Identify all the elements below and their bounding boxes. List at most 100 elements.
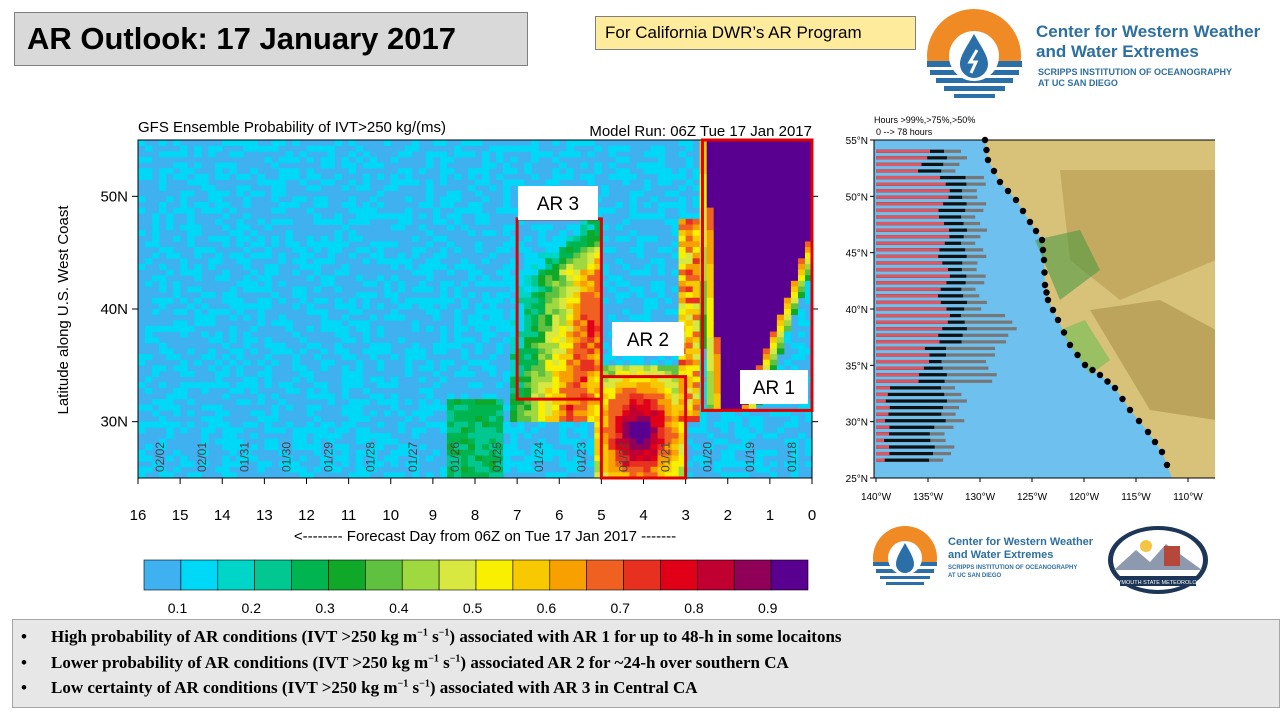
- heatmap-cell: [467, 461, 476, 468]
- heatmap-cell: [383, 258, 392, 265]
- heatmap-cell: [467, 449, 476, 456]
- bar-99: [876, 287, 941, 291]
- heatmap-cell: [496, 348, 504, 355]
- heatmap-cell: [734, 325, 743, 332]
- heatmap-cell: [194, 314, 202, 321]
- heatmap-cell: [475, 410, 483, 417]
- heatmap-cell: [524, 432, 532, 439]
- heatmap-cell: [545, 354, 553, 361]
- heatmap-cell: [425, 263, 434, 270]
- heatmap-cell: [208, 190, 216, 197]
- heatmap-cell: [804, 269, 813, 276]
- heatmap-cell: [475, 303, 483, 310]
- heatmap-cell: [783, 461, 792, 468]
- heatmap-cell: [552, 286, 560, 293]
- heatmap-cell: [776, 173, 785, 180]
- heatmap-cell: [222, 201, 230, 208]
- heatmap-cell: [320, 297, 328, 304]
- heatmap-cell: [797, 286, 806, 293]
- heatmap-cell: [531, 292, 539, 299]
- heatmap-cell: [692, 376, 701, 383]
- heatmap-cell: [545, 337, 553, 344]
- heatmap-cell: [531, 387, 539, 394]
- heatmap-cell: [482, 449, 490, 456]
- small-logo-line4: AT UC SAN DIEGO: [948, 573, 1002, 579]
- heatmap-cell: [166, 325, 174, 332]
- heatmap-cell: [327, 359, 335, 366]
- heatmap-cell: [250, 410, 258, 417]
- heatmap-cell: [404, 399, 413, 406]
- heatmap-cell: [713, 314, 722, 321]
- heatmap-cell: [517, 325, 525, 332]
- heatmap-cell: [699, 421, 708, 428]
- heatmap-cell: [531, 252, 539, 259]
- heatmap-cell: [664, 455, 672, 462]
- heatmap-cell: [734, 247, 743, 254]
- heatmap-cell: [390, 297, 399, 304]
- heatmap-cell: [706, 303, 715, 310]
- heatmap-cell: [222, 269, 230, 276]
- heatmap-cell: [404, 370, 413, 377]
- heatmap-cell: [734, 190, 743, 197]
- heatmap-cell: [453, 151, 462, 158]
- heatmap-cell: [797, 348, 806, 355]
- heatmap-cell: [446, 156, 455, 163]
- heatmap-cell: [467, 151, 476, 158]
- heatmap-cell: [790, 168, 799, 175]
- heatmap-cell: [755, 359, 764, 366]
- heatmap-cell: [678, 297, 687, 304]
- coast-point: [1049, 306, 1057, 314]
- heatmap-cell: [671, 190, 679, 197]
- heatmap-cell: [152, 252, 160, 259]
- heatmap-cell: [783, 241, 792, 248]
- heatmap-cell: [166, 247, 174, 254]
- heatmap-cell: [411, 342, 420, 349]
- bar-99: [876, 340, 940, 344]
- heatmap-cell: [453, 337, 462, 344]
- heatmap-cell: [215, 416, 223, 423]
- heatmap-cell: [804, 151, 813, 158]
- heatmap-cell: [489, 410, 497, 417]
- heatmap-cell: [748, 151, 757, 158]
- heatmap-cell: [425, 151, 434, 158]
- heatmap-cell: [615, 427, 623, 434]
- heatmap-cell: [545, 410, 553, 417]
- heatmap-cell: [285, 348, 293, 355]
- heatmap-cell: [369, 410, 378, 417]
- heatmap-cell: [362, 162, 371, 169]
- heatmap-cell: [587, 263, 595, 270]
- heatmap-cell: [418, 168, 427, 175]
- heatmap-cell: [601, 382, 609, 389]
- heatmap-cell: [664, 173, 672, 180]
- ar-box: [700, 138, 814, 412]
- heatmap-cell: [425, 286, 434, 293]
- heatmap-cell: [524, 404, 532, 411]
- heatmap-cell: [159, 185, 167, 192]
- heatmap-cell: [601, 466, 609, 473]
- heatmap-cell: [236, 461, 244, 468]
- heatmap-cell: [692, 416, 701, 423]
- heatmap-cell: [762, 280, 771, 287]
- heatmap-cell: [804, 213, 813, 220]
- bar-99: [876, 182, 946, 186]
- heatmap-cell: [629, 365, 637, 372]
- heatmap-cell: [643, 201, 651, 208]
- logo-line3: SCRIPPS INSTITUTION OF OCEANOGRAPHY: [1038, 67, 1233, 77]
- heatmap-cell: [678, 151, 687, 158]
- heatmap-cell: [145, 376, 153, 383]
- heatmap-cell: [573, 258, 581, 265]
- heatmap-cell: [320, 241, 328, 248]
- heatmap-cell: [790, 162, 799, 169]
- heatmap-cell: [229, 449, 237, 456]
- heatmap-cell: [713, 207, 722, 214]
- heatmap-cell: [320, 393, 328, 400]
- heatmap-cell: [622, 168, 630, 175]
- heatmap-cell: [229, 359, 237, 366]
- heatmap-cell: [566, 309, 574, 316]
- bar-99: [876, 294, 939, 298]
- heatmap-cell: [166, 432, 174, 439]
- heatmap-cell: [418, 247, 427, 254]
- heatmap-cell: [390, 156, 399, 163]
- heatmap-cell: [769, 168, 778, 175]
- heatmap-cell: [706, 190, 715, 197]
